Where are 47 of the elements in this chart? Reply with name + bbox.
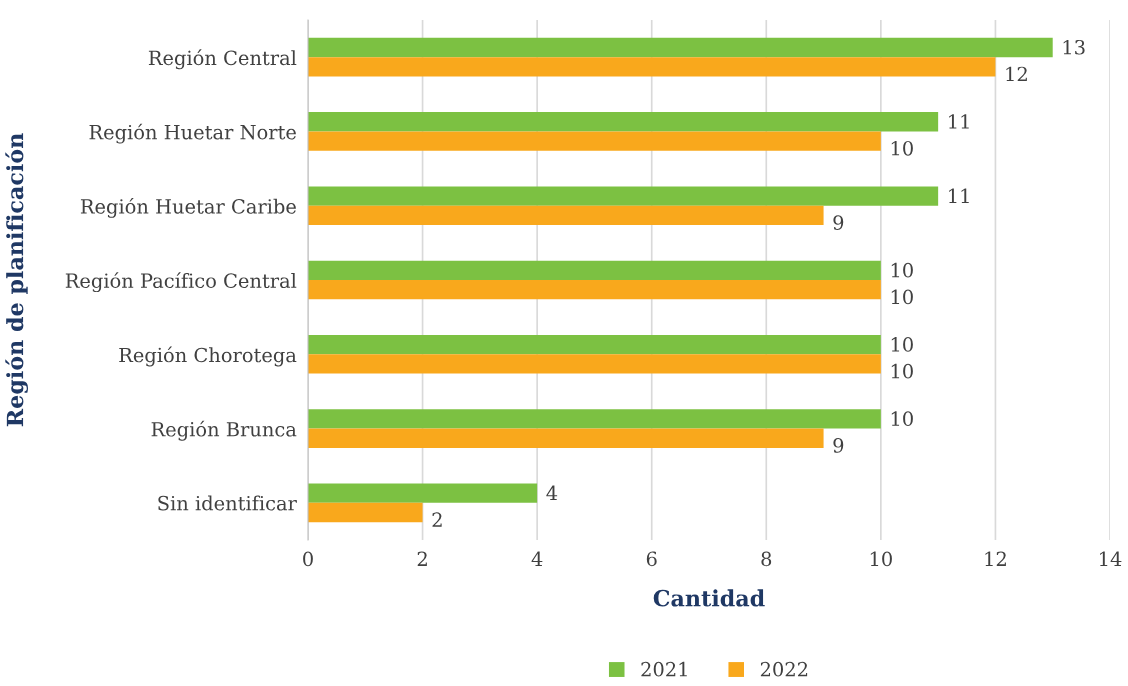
bar — [308, 409, 881, 429]
bar — [308, 428, 824, 448]
y-tick-label: Región Huetar Caribe — [80, 197, 296, 218]
x-tick-label: 12 — [985, 551, 1006, 566]
x-tick-label: 10 — [870, 551, 892, 567]
bar — [308, 260, 881, 280]
data-label: 10 — [891, 411, 913, 427]
legend-label: 2021 — [641, 661, 687, 677]
data-label: 9 — [833, 438, 844, 453]
y-tick-label: Región Huetar Norte — [89, 123, 296, 144]
bar — [308, 112, 939, 132]
bar — [308, 483, 538, 503]
data-label: 10 — [891, 140, 913, 156]
x-tick-label: 8 — [761, 551, 772, 567]
x-tick-label: 2 — [417, 551, 427, 566]
data-label: 10 — [891, 262, 913, 278]
data-label: 10 — [891, 363, 913, 379]
data-label: 11 — [949, 114, 969, 129]
y-tick-label: Región Pacífico Central — [65, 272, 297, 293]
bar — [308, 334, 881, 355]
x-tick-label: 0 — [303, 551, 313, 567]
y-tick-label: Región Brunca — [151, 420, 297, 441]
y-tick-label: Región Chorotega — [119, 346, 297, 367]
bar — [308, 205, 824, 226]
data-label: 12 — [1006, 66, 1027, 82]
x-axis-title: Cantidad — [653, 589, 765, 607]
y-axis-title: Región de planificación — [5, 133, 28, 427]
bar — [308, 57, 996, 77]
x-tick-label: 4 — [531, 551, 543, 566]
data-label: 9 — [833, 215, 844, 230]
bar — [308, 354, 881, 374]
y-tick-label: Región Central — [148, 49, 297, 70]
x-tick-label: 6 — [646, 551, 657, 567]
data-label: 11 — [949, 188, 969, 203]
data-label: 4 — [546, 485, 558, 501]
data-label: 13 — [1063, 39, 1085, 55]
bar — [308, 186, 939, 206]
data-label: 2 — [432, 512, 442, 527]
bar — [308, 280, 881, 300]
y-tick-label: Sin identificar — [158, 495, 297, 511]
data-label: 10 — [891, 289, 913, 305]
legend-label: 2022 — [760, 661, 808, 677]
bar — [308, 502, 423, 523]
bar — [308, 131, 881, 151]
x-tick-label: 14 — [1100, 551, 1122, 566]
data-label: 10 — [891, 337, 913, 352]
bar — [308, 37, 1053, 58]
